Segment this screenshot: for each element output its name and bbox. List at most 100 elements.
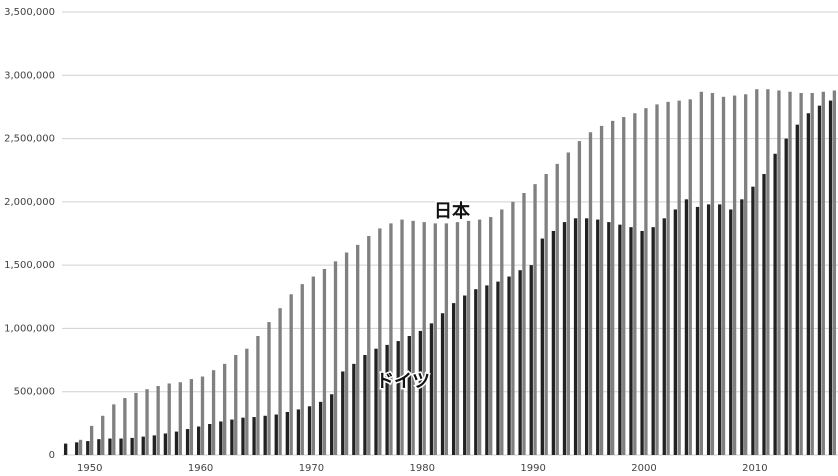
bar xyxy=(274,414,278,455)
bar xyxy=(230,419,234,455)
bar xyxy=(828,100,833,455)
bar xyxy=(799,93,803,456)
bar xyxy=(706,204,711,455)
bar xyxy=(429,323,434,455)
x-tick-label: 2010 xyxy=(742,463,767,474)
y-tick-label: 3,500,000 xyxy=(4,7,55,18)
bar xyxy=(688,99,692,455)
x-tick-label: 1980 xyxy=(410,463,435,474)
bar xyxy=(108,438,112,455)
bar xyxy=(544,174,548,456)
bar xyxy=(174,431,179,455)
bar xyxy=(522,192,526,456)
bar xyxy=(89,425,94,455)
bar xyxy=(396,341,400,455)
bar xyxy=(311,276,316,455)
bar xyxy=(196,426,201,455)
x-tick-label: 1990 xyxy=(520,463,545,474)
bar xyxy=(152,435,156,455)
bar xyxy=(400,219,404,455)
bar xyxy=(755,89,759,456)
y-tick-label: 1,000,000 xyxy=(4,323,55,334)
bar xyxy=(751,186,755,455)
bar xyxy=(474,289,478,455)
bar xyxy=(795,124,799,456)
bar xyxy=(130,437,134,455)
bar xyxy=(167,383,171,455)
bar xyxy=(699,91,704,456)
bar xyxy=(344,252,349,455)
bar xyxy=(455,222,460,455)
bar xyxy=(788,91,792,456)
bar xyxy=(555,163,559,455)
bar xyxy=(178,382,182,455)
bar xyxy=(477,219,482,455)
bar xyxy=(422,222,426,455)
bar xyxy=(766,89,770,456)
x-tick-label: 1950 xyxy=(77,463,102,474)
bar xyxy=(163,433,168,455)
bar xyxy=(278,308,282,455)
bar xyxy=(485,285,489,455)
bar xyxy=(307,406,312,455)
bar xyxy=(75,442,79,455)
bar xyxy=(267,322,271,455)
bar xyxy=(141,436,145,455)
bar xyxy=(496,281,500,455)
bar xyxy=(300,284,304,455)
bar xyxy=(322,268,327,455)
series-label: ドイツ xyxy=(376,371,430,392)
bar xyxy=(618,224,622,455)
bar xyxy=(385,344,389,455)
y-tick-label: 1,500,000 xyxy=(4,260,55,271)
y-tick-label: 2,500,000 xyxy=(4,134,55,145)
bar xyxy=(444,223,449,455)
bar xyxy=(622,117,626,455)
bar xyxy=(134,392,138,455)
bar xyxy=(296,409,301,455)
bar xyxy=(607,222,611,455)
bar xyxy=(529,265,533,455)
bar xyxy=(185,429,190,455)
bar xyxy=(407,336,411,455)
bar xyxy=(596,219,600,455)
y-tick-label: 3,000,000 xyxy=(4,70,55,81)
bar xyxy=(500,209,504,455)
bar xyxy=(367,236,371,455)
bar xyxy=(644,108,648,456)
bar xyxy=(562,222,567,455)
bar xyxy=(411,220,415,455)
bar xyxy=(211,370,216,455)
bar xyxy=(806,113,811,455)
bar xyxy=(507,276,511,455)
bar xyxy=(684,199,689,455)
bar xyxy=(352,363,356,455)
bar xyxy=(566,152,570,455)
bar xyxy=(208,423,212,455)
bar xyxy=(374,348,378,455)
bar xyxy=(673,209,678,455)
bar xyxy=(263,415,267,455)
bar xyxy=(721,96,726,455)
bar xyxy=(86,441,90,455)
bar xyxy=(363,355,367,455)
bar xyxy=(610,120,615,455)
y-tick-label: 500,000 xyxy=(14,387,55,398)
bar xyxy=(817,105,822,456)
bar xyxy=(63,443,68,455)
bar xyxy=(810,93,814,456)
bar xyxy=(101,415,105,455)
bar xyxy=(773,153,777,455)
bar xyxy=(356,244,360,455)
bar xyxy=(123,398,127,455)
bar xyxy=(466,220,471,455)
x-tick-label: 1970 xyxy=(299,463,324,474)
bar xyxy=(333,261,338,455)
bar xyxy=(588,132,593,455)
bar xyxy=(234,355,238,455)
bar xyxy=(762,174,766,456)
bar xyxy=(551,230,556,455)
bar xyxy=(341,371,345,455)
bar xyxy=(285,411,290,455)
bar xyxy=(729,209,733,455)
